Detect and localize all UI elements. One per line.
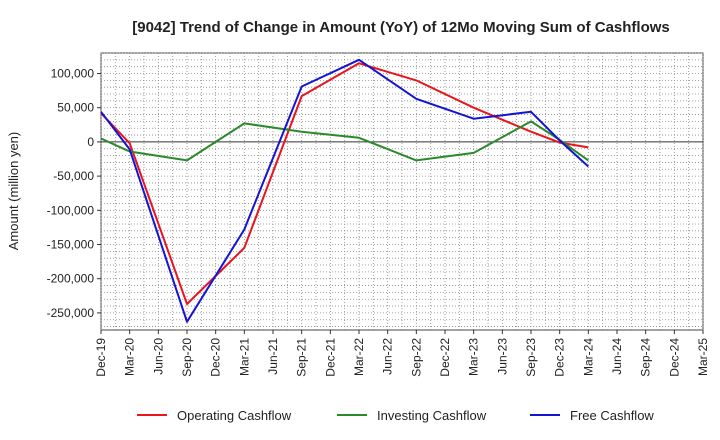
x-tick-label: Mar-22 <box>352 338 366 376</box>
x-tick-label: Dec-21 <box>323 338 337 377</box>
y-axis-ticks: 100,000 50,000 0 -50,000 -100,000 -150,000 -20… <box>47 67 101 320</box>
x-tick-label: Mar-20 <box>123 338 137 376</box>
x-tick-label: Sep-22 <box>409 338 423 377</box>
y-tick-label: 0 <box>87 135 94 149</box>
y-tick-label: 100,000 <box>51 67 95 81</box>
x-tick-label: Mar-21 <box>237 338 251 376</box>
y-tick-label: -250,000 <box>47 306 95 320</box>
x-tick-label: Mar-24 <box>581 338 595 376</box>
y-axis-title: Amount (million yen) <box>6 132 21 251</box>
x-tick-label: Sep-23 <box>524 338 538 377</box>
x-tick-label: Mar-25 <box>696 338 710 376</box>
series-line-operating-cashflow <box>100 62 589 305</box>
y-tick-label: -100,000 <box>47 203 95 217</box>
x-tick-label: Jun-20 <box>151 338 165 375</box>
x-tick-label: Dec-23 <box>553 338 567 377</box>
x-tick-label: Dec-19 <box>94 338 108 377</box>
chart-title: [9042] Trend of Change in Amount (YoY) o… <box>132 19 670 36</box>
x-tick-label: Jun-22 <box>381 338 395 375</box>
x-tick-label: Jun-24 <box>610 338 624 375</box>
x-tick-label: Sep-21 <box>295 338 309 377</box>
x-tick-label: Jun-21 <box>266 338 280 375</box>
y-tick-label: 50,000 <box>57 101 94 115</box>
x-tick-label: Mar-23 <box>467 338 481 376</box>
y-tick-label: -150,000 <box>47 238 95 252</box>
legend: Operating Cashflow Investing Cashflow Free… <box>137 408 654 423</box>
x-tick-label: Sep-20 <box>180 338 194 377</box>
grid-lines <box>100 52 704 330</box>
x-tick-label: Sep-24 <box>639 338 653 377</box>
series-lines <box>100 58 589 323</box>
legend-label-operating-cashflow: Operating Cashflow <box>177 408 292 423</box>
x-tick-label: Jun-23 <box>495 338 509 375</box>
x-axis-ticks: Dec-19 Mar-20 Jun-20 Sep-20 Dec-20 Mar-21 Jun-… <box>94 330 710 377</box>
y-tick-label: -50,000 <box>53 169 94 183</box>
legend-label-investing-cashflow: Investing Cashflow <box>377 408 487 423</box>
series-line-free-cashflow <box>100 58 589 323</box>
y-tick-label: -200,000 <box>47 272 95 286</box>
series-line-investing-cashflow <box>100 120 589 162</box>
x-tick-label: Dec-22 <box>438 338 452 377</box>
x-tick-label: Dec-24 <box>667 338 681 377</box>
x-tick-label: Dec-20 <box>209 338 223 377</box>
legend-label-free-cashflow: Free Cashflow <box>570 408 654 423</box>
